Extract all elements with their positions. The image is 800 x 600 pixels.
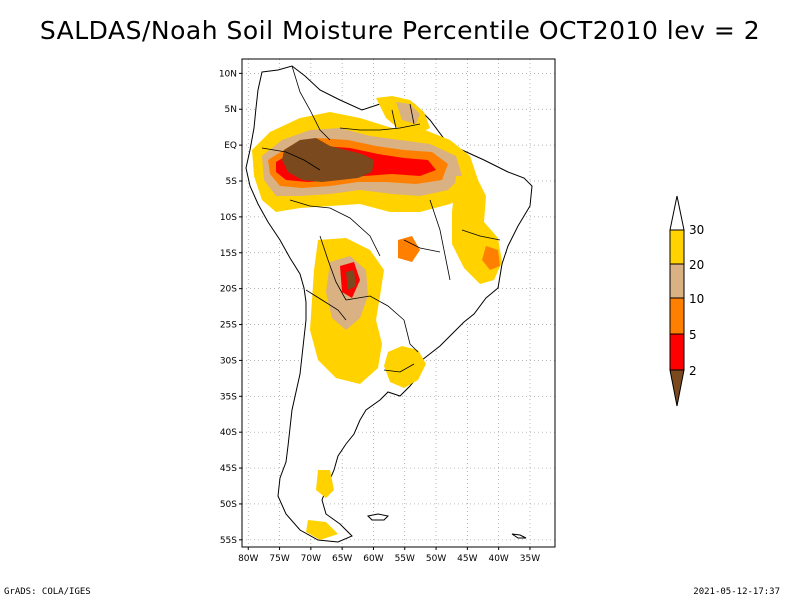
lon-label-9: 35W [520,554,540,564]
lon-label-6: 50W [426,554,446,564]
shade-orange-brazil-central [398,236,420,262]
colorbar: 30 20 10 5 2 [669,195,704,407]
lat-label-2: EQ [224,141,237,151]
shade-orange-southeast [482,246,500,270]
lat-label-11: 45S [220,464,237,474]
lat-label-8: 30S [220,356,237,366]
colorbar-label-10: 10 [689,292,704,306]
lat-label-4: 10S [220,213,237,223]
lon-label-7: 45W [457,554,477,564]
colorbar-arrow-top [669,195,685,231]
shade-brown-chaco [346,270,356,290]
country-borders [261,65,501,373]
south-georgia [511,533,527,539]
lon-label-3: 65W [332,554,352,564]
lat-label-6: 20S [220,285,237,295]
latitude-axis: 10N 5N EQ 5S 10S 15S 20S 25S 30S 35S 40S 45S 50S 55S [219,69,242,546]
colorbar-bin-2-5 [669,333,685,371]
lon-label-1: 75W [269,554,289,564]
map-title: SALDAS/Noah Soil Moisture Percentile OCT… [39,16,761,45]
colorbar-label-20: 20 [689,258,704,272]
footer-credit: GrADS: COLA/IGES [4,587,91,597]
lat-label-13: 55S [220,536,237,546]
lon-label-2: 70W [301,554,321,564]
lat-label-1: 5N [225,105,237,115]
colorbar-bin-20-30 [669,229,685,265]
shade-yellow-uruguay [384,346,426,388]
shade-tan-guianas [396,102,420,124]
shade-brown-amazon [282,138,374,182]
colorbar-label-2: 2 [689,364,697,378]
lat-label-3: 5S [226,177,238,187]
lat-label-12: 50S [220,500,237,510]
lon-label-0: 80W [238,554,258,564]
shade-yellow-southtip [306,520,338,540]
lat-label-7: 25S [220,321,237,331]
lat-label-5: 15S [220,249,237,259]
lat-label-10: 40S [220,428,237,438]
falkland-islands [366,513,390,521]
lat-label-9: 35S [220,392,237,402]
soil-moisture-field [245,65,533,543]
plot-frame [241,58,556,548]
lon-label-5: 55W [395,554,415,564]
shade-yellow-patagonia [316,470,334,498]
colorbar-label-5: 5 [689,328,697,342]
colorbar-label-30: 30 [689,223,704,237]
colorbar-arrow-bottom [669,369,685,407]
colorbar-bin-5-10 [669,297,685,335]
footer-timestamp: 2021-05-12-17:37 [693,587,780,597]
lat-label-0: 10N [219,69,237,79]
longitude-axis: 80W 75W 70W 65W 60W 55W 50W 45W 40W 35W [238,547,540,564]
lon-label-8: 40W [488,554,508,564]
lon-label-4: 60W [363,554,383,564]
colorbar-bin-10-20 [669,263,685,299]
